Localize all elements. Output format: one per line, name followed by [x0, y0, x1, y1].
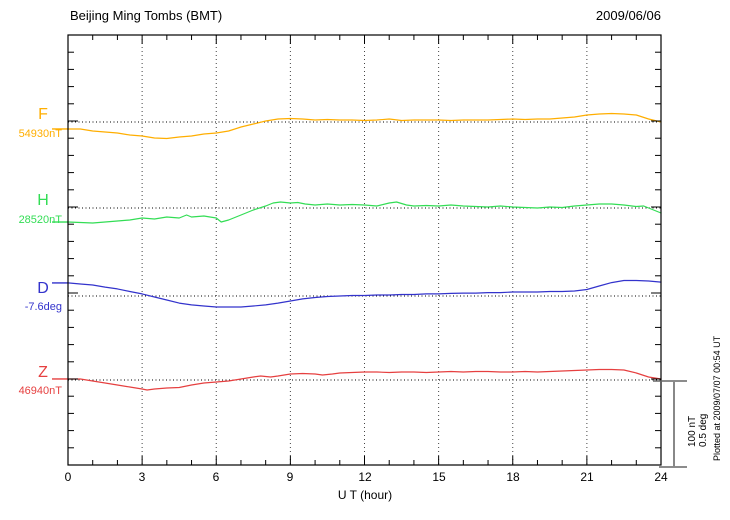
x-tick-label-12: 12: [358, 470, 372, 484]
scale-bar-label-nt: 100 nT: [687, 415, 698, 447]
plotted-at-note: Plotted at 2009/07/07 00:54 UT: [712, 335, 722, 461]
x-tick-label-6: 6: [212, 470, 220, 484]
trace-Z: [67, 368, 662, 391]
x-tick-label-15: 15: [432, 470, 446, 484]
page-title: Beijing Ming Tombs (BMT): [70, 8, 223, 23]
trace-basevalue-D: -7.6deg: [24, 301, 62, 313]
scale-bar-label-deg: 0.5 deg: [698, 413, 709, 447]
trace-H: [67, 201, 662, 224]
trace-basevalue-H: 28520nT: [18, 214, 62, 226]
x-tick-label-9: 9: [286, 470, 294, 484]
trace-label-H: H: [37, 192, 49, 209]
trace-label-D: D: [37, 280, 49, 297]
x-tick-label-18: 18: [506, 470, 520, 484]
scale-bar-label: 100 nT 0.5 deg: [687, 414, 709, 447]
observation-date: 2009/06/06: [595, 8, 661, 23]
x-tick-label-0: 0: [64, 470, 72, 484]
trace-basevalue-Z: 46940nT: [18, 385, 62, 397]
trace-F: [67, 112, 662, 140]
x-axis-label: U T (hour): [337, 488, 393, 502]
x-tick-label-24: 24: [654, 470, 668, 484]
x-tick-label-21: 21: [580, 470, 594, 484]
trace-basevalue-F: 54930nT: [18, 128, 62, 140]
trace-label-F: F: [38, 106, 48, 123]
trace-D: [67, 279, 662, 308]
x-tick-label-3: 3: [138, 470, 146, 484]
trace-label-Z: Z: [38, 364, 48, 381]
